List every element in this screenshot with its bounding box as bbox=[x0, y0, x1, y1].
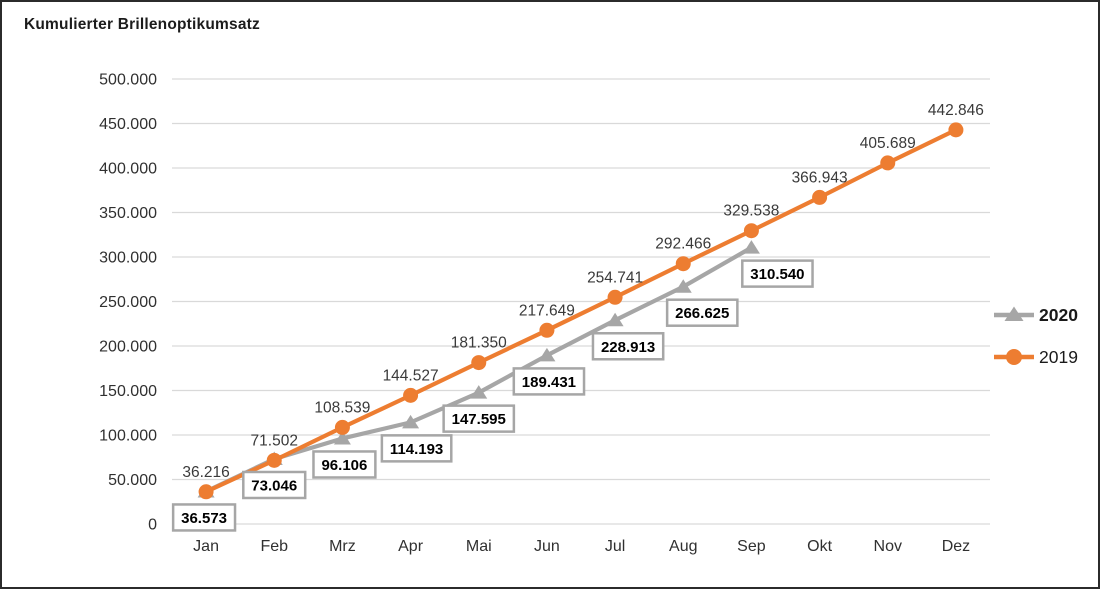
data-label-2020: 96.106 bbox=[321, 457, 367, 474]
series-2019-marker bbox=[471, 355, 487, 371]
data-label-2019: 366.943 bbox=[792, 169, 848, 186]
data-label-2020: 36.573 bbox=[181, 510, 227, 527]
series-2020-marker bbox=[470, 385, 488, 399]
data-label-box-2020 bbox=[380, 434, 453, 463]
data-label-2020: 147.595 bbox=[452, 411, 506, 428]
data-label-2019: 292.466 bbox=[655, 236, 711, 253]
x-axis-tick-label: Jan bbox=[193, 538, 219, 555]
legend-marker-2020 bbox=[1004, 306, 1024, 321]
data-label-2019: 181.350 bbox=[451, 335, 507, 352]
data-label-box-2020 bbox=[591, 332, 665, 361]
x-axis-tick-label: Mrz bbox=[329, 538, 356, 555]
data-label-2019: 217.649 bbox=[519, 302, 575, 319]
series-2020-marker bbox=[333, 430, 351, 445]
x-axis-tick-label: Apr bbox=[398, 538, 424, 555]
series-2019-marker bbox=[743, 223, 759, 239]
series-2019-marker bbox=[607, 289, 623, 305]
x-axis-tick-label: Sep bbox=[737, 538, 766, 555]
x-axis-tick-label: Okt bbox=[807, 538, 832, 555]
data-label-box-2020 bbox=[741, 259, 814, 288]
series-2019-marker bbox=[812, 189, 828, 205]
data-label-2020: 189.431 bbox=[522, 374, 576, 391]
series-2019-marker bbox=[539, 322, 555, 338]
data-label-box-2020 bbox=[665, 298, 739, 327]
series-2019-marker bbox=[334, 419, 350, 435]
legend-label-2019: 2019 bbox=[1039, 347, 1078, 367]
series-2019-marker bbox=[266, 452, 282, 468]
data-label-box-2020 bbox=[312, 450, 377, 479]
y-axis-tick-label: 350.000 bbox=[99, 205, 157, 222]
data-label-2019: 442.846 bbox=[928, 102, 984, 119]
data-label-box-2020 bbox=[171, 503, 237, 532]
x-axis-tick-label: Mai bbox=[466, 538, 492, 555]
series-2020-marker bbox=[742, 240, 760, 254]
x-axis-tick-label: Aug bbox=[669, 538, 697, 555]
series-2019-marker bbox=[675, 256, 691, 272]
y-axis-tick-label: 500.000 bbox=[99, 72, 157, 89]
y-axis-tick-label: 200.000 bbox=[99, 339, 157, 356]
x-axis-tick-label: Dez bbox=[942, 538, 970, 555]
series-2019-marker bbox=[880, 155, 896, 171]
series-2019-line bbox=[203, 127, 959, 494]
series-2020-marker bbox=[674, 279, 692, 293]
y-axis-tick-label: 50.000 bbox=[108, 472, 157, 489]
legend-label-2020: 2020 bbox=[1039, 305, 1078, 325]
y-axis-tick-label: 100.000 bbox=[99, 428, 157, 445]
series-2019-marker bbox=[198, 484, 214, 500]
series-2020-marker bbox=[402, 414, 420, 429]
data-label-box-2020 bbox=[442, 404, 516, 433]
y-axis-tick-label: 0 bbox=[148, 517, 157, 534]
chart-title: Kumulierter Brillenoptikumsatz bbox=[24, 16, 260, 33]
x-axis-tick-label: Jun bbox=[534, 538, 560, 555]
series-2019-marker bbox=[948, 122, 964, 138]
data-label-2019: 144.527 bbox=[383, 367, 439, 384]
y-axis-tick-label: 250.000 bbox=[99, 294, 157, 311]
y-axis-tick-label: 450.000 bbox=[99, 116, 157, 133]
data-label-2019: 71.502 bbox=[251, 432, 298, 449]
data-label-2020: 228.913 bbox=[601, 339, 655, 356]
x-axis-tick-label: Nov bbox=[874, 538, 902, 555]
y-axis-tick-label: 300.000 bbox=[99, 250, 157, 267]
x-axis-tick-label: Jul bbox=[605, 538, 625, 555]
data-label-2019: 36.216 bbox=[182, 464, 229, 481]
data-label-2020: 114.193 bbox=[390, 441, 443, 458]
x-axis-tick-label: Feb bbox=[260, 538, 288, 555]
y-axis-tick-label: 400.000 bbox=[99, 161, 157, 178]
data-label-2020: 310.540 bbox=[750, 266, 804, 283]
data-label-2019: 254.741 bbox=[587, 269, 643, 286]
data-label-2019: 108.539 bbox=[314, 399, 370, 416]
data-label-2019: 405.689 bbox=[860, 135, 916, 152]
series-2020-marker bbox=[606, 312, 624, 327]
data-label-2020: 73.046 bbox=[251, 477, 297, 494]
data-label-box-2020 bbox=[512, 367, 586, 396]
data-label-2020: 266.625 bbox=[675, 305, 729, 322]
data-label-2019: 329.538 bbox=[723, 203, 779, 220]
y-axis-tick-label: 150.000 bbox=[99, 383, 157, 400]
data-label-box-2020 bbox=[242, 470, 307, 500]
series-2019-marker bbox=[403, 387, 419, 403]
series-2020-marker bbox=[538, 347, 556, 362]
legend-marker-2019 bbox=[1006, 349, 1022, 365]
